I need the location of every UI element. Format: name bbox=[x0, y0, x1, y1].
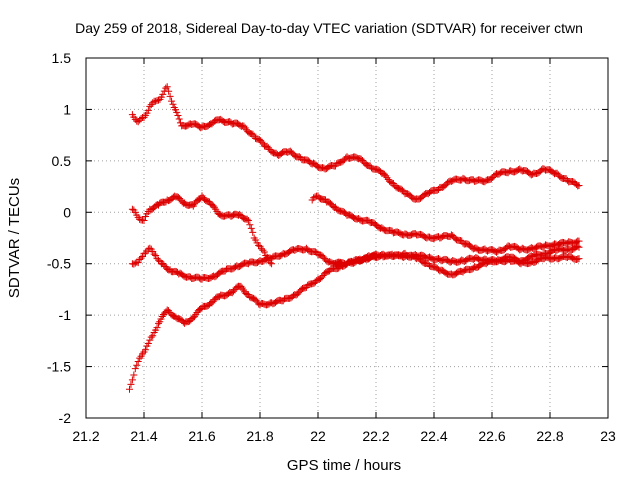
data-point-satellite-3 bbox=[139, 252, 147, 260]
data-point-satellite-4 bbox=[128, 376, 136, 384]
data-point-satellite-1 bbox=[133, 117, 141, 125]
axis-ticks: 21.2 21.4 21.6 21.8 22 22.2 22.4 22.6 22.8 23 -2 -1… bbox=[47, 50, 616, 444]
data-point-satellite-5 bbox=[575, 237, 583, 245]
y-tick-label: 0.5 bbox=[52, 153, 72, 169]
data-point-satellite-3 bbox=[150, 250, 158, 258]
plot-frame bbox=[85, 57, 609, 419]
data-point-satellite-5 bbox=[311, 193, 319, 201]
data-point-satellite-4 bbox=[144, 339, 152, 347]
data-point-satellite-1 bbox=[162, 84, 170, 92]
data-point-satellite-3 bbox=[146, 244, 154, 252]
x-tick-label: 21.4 bbox=[130, 428, 157, 444]
x-tick-label: 22 bbox=[310, 428, 326, 444]
data-point-satellite-6 bbox=[575, 243, 583, 251]
data-point-satellite-2 bbox=[128, 205, 136, 213]
data-point-satellite-2 bbox=[255, 241, 263, 249]
data-points bbox=[126, 83, 583, 393]
data-point-satellite-1 bbox=[168, 97, 176, 105]
data-point-satellite-2 bbox=[259, 246, 267, 254]
data-point-satellite-6 bbox=[574, 242, 582, 250]
x-tick-label: 22.4 bbox=[420, 428, 447, 444]
data-point-satellite-1 bbox=[398, 186, 406, 194]
data-point-satellite-2 bbox=[244, 217, 252, 225]
data-point-satellite-2 bbox=[246, 221, 254, 229]
data-point-satellite-3 bbox=[134, 259, 142, 267]
data-point-satellite-2 bbox=[249, 228, 257, 236]
y-tick-label: -2 bbox=[59, 410, 72, 426]
data-point-satellite-1 bbox=[134, 118, 142, 126]
data-point-satellite-2 bbox=[243, 215, 251, 223]
data-point-satellite-1 bbox=[144, 106, 152, 114]
x-tick-label: 21.6 bbox=[188, 428, 215, 444]
data-point-satellite-4 bbox=[134, 358, 142, 366]
data-point-satellite-4 bbox=[141, 346, 149, 354]
data-point-satellite-2 bbox=[140, 217, 148, 225]
grid-lines bbox=[86, 58, 608, 418]
data-point-satellite-7 bbox=[575, 255, 583, 263]
data-point-satellite-4 bbox=[126, 385, 133, 393]
y-tick-label: -1.5 bbox=[47, 359, 71, 375]
data-point-satellite-1 bbox=[174, 111, 182, 119]
x-axis-title: GPS time / hours bbox=[287, 457, 401, 474]
y-tick-label: 1.5 bbox=[52, 50, 72, 66]
data-point-satellite-1 bbox=[166, 92, 174, 100]
data-point-satellite-4 bbox=[147, 333, 155, 341]
data-point-satellite-1 bbox=[146, 102, 154, 110]
data-point-satellite-4 bbox=[133, 361, 141, 369]
y-tick-label: 1 bbox=[63, 101, 71, 117]
data-point-satellite-3 bbox=[137, 254, 145, 262]
data-point-satellite-4 bbox=[237, 282, 245, 290]
data-point-satellite-2 bbox=[260, 248, 268, 256]
x-tick-label: 22.2 bbox=[362, 428, 389, 444]
data-point-satellite-1 bbox=[173, 108, 181, 116]
data-point-satellite-1 bbox=[175, 115, 183, 123]
data-point-satellite-1 bbox=[137, 115, 145, 123]
data-point-satellite-1 bbox=[159, 90, 167, 98]
data-point-satellite-1 bbox=[575, 182, 583, 190]
data-point-satellite-4 bbox=[130, 371, 138, 379]
x-tick-label: 22.6 bbox=[478, 428, 505, 444]
y-tick-label: -1 bbox=[59, 307, 72, 323]
y-tick-label: 0 bbox=[63, 204, 71, 220]
x-tick-label: 23 bbox=[600, 428, 616, 444]
x-tick-label: 21.2 bbox=[72, 428, 99, 444]
x-tick-label: 21.8 bbox=[246, 428, 273, 444]
y-tick-label: -0.5 bbox=[47, 256, 71, 272]
data-point-satellite-2 bbox=[247, 224, 255, 232]
data-point-satellite-4 bbox=[252, 296, 260, 304]
data-point-satellite-4 bbox=[127, 380, 135, 388]
data-point-satellite-1 bbox=[165, 87, 173, 95]
data-point-satellite-4 bbox=[155, 319, 162, 327]
x-tick-label: 22.8 bbox=[536, 428, 563, 444]
data-point-satellite-1 bbox=[163, 83, 171, 91]
data-point-satellite-1 bbox=[169, 100, 177, 108]
data-point-satellite-3 bbox=[136, 256, 144, 264]
data-point-satellite-4 bbox=[153, 324, 161, 332]
data-point-satellite-3 bbox=[152, 251, 160, 259]
data-point-satellite-1 bbox=[152, 97, 160, 105]
data-point-satellite-1 bbox=[155, 96, 162, 104]
data-point-satellite-4 bbox=[149, 332, 157, 340]
data-point-satellite-4 bbox=[139, 350, 147, 358]
data-point-satellite-4 bbox=[131, 365, 139, 373]
data-point-satellite-2 bbox=[257, 245, 265, 253]
data-point-satellite-3 bbox=[155, 256, 162, 264]
data-point-satellite-1 bbox=[149, 99, 157, 107]
data-point-satellite-2 bbox=[136, 215, 144, 223]
chart-title: Day 259 of 2018, Sidereal Day-to-day VTE… bbox=[75, 20, 583, 36]
y-axis-title: SDTVAR / TECUs bbox=[6, 178, 23, 298]
data-point-satellite-4 bbox=[146, 336, 154, 344]
